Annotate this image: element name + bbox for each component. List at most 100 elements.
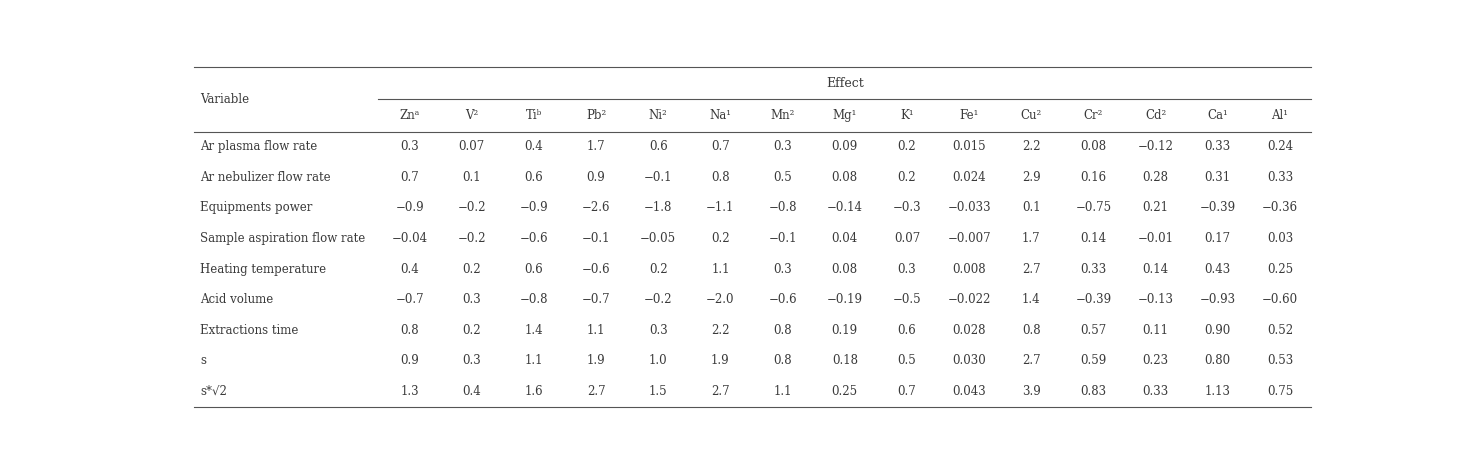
Text: 0.53: 0.53 — [1267, 354, 1293, 367]
Text: Cu²: Cu² — [1021, 109, 1042, 122]
Text: 0.008: 0.008 — [952, 263, 986, 276]
Text: 1.4: 1.4 — [1023, 293, 1040, 306]
Text: −2.0: −2.0 — [707, 293, 734, 306]
Text: 0.11: 0.11 — [1143, 324, 1169, 337]
Text: −0.1: −0.1 — [644, 171, 673, 184]
Text: −0.93: −0.93 — [1200, 293, 1236, 306]
Text: −0.022: −0.022 — [948, 293, 990, 306]
Text: 0.14: 0.14 — [1080, 232, 1106, 245]
Text: −0.13: −0.13 — [1138, 293, 1173, 306]
Text: 0.04: 0.04 — [831, 232, 857, 245]
Text: −0.2: −0.2 — [458, 232, 486, 245]
Text: 0.2: 0.2 — [462, 263, 481, 276]
Text: 0.90: 0.90 — [1204, 324, 1230, 337]
Text: −0.2: −0.2 — [644, 293, 673, 306]
Text: 2.7: 2.7 — [587, 385, 606, 398]
Text: −0.1: −0.1 — [582, 232, 610, 245]
Text: 1.5: 1.5 — [650, 385, 667, 398]
Text: 0.1: 0.1 — [1023, 202, 1040, 214]
Text: 3.9: 3.9 — [1021, 385, 1040, 398]
Text: Znᵃ: Znᵃ — [399, 109, 420, 122]
Text: Heating temperature: Heating temperature — [200, 263, 326, 276]
Text: −0.04: −0.04 — [392, 232, 427, 245]
Text: 0.21: 0.21 — [1143, 202, 1169, 214]
Text: −0.9: −0.9 — [395, 202, 424, 214]
Text: 0.16: 0.16 — [1080, 171, 1106, 184]
Text: 0.59: 0.59 — [1080, 354, 1106, 367]
Text: −0.36: −0.36 — [1263, 202, 1298, 214]
Text: Ca¹: Ca¹ — [1207, 109, 1227, 122]
Text: 2.7: 2.7 — [711, 385, 730, 398]
Text: −0.14: −0.14 — [827, 202, 863, 214]
Text: 0.08: 0.08 — [1080, 140, 1106, 153]
Text: 0.6: 0.6 — [898, 324, 916, 337]
Text: 0.7: 0.7 — [401, 171, 418, 184]
Text: −1.8: −1.8 — [644, 202, 673, 214]
Text: 0.6: 0.6 — [525, 263, 543, 276]
Text: 0.3: 0.3 — [774, 140, 791, 153]
Text: 0.28: 0.28 — [1143, 171, 1169, 184]
Text: 0.7: 0.7 — [711, 140, 730, 153]
Text: K¹: K¹ — [900, 109, 914, 122]
Text: Sample aspiration flow rate: Sample aspiration flow rate — [200, 232, 366, 245]
Text: −1.1: −1.1 — [707, 202, 734, 214]
Text: 0.17: 0.17 — [1204, 232, 1230, 245]
Text: Ni²: Ni² — [650, 109, 667, 122]
Text: 2.7: 2.7 — [1023, 354, 1040, 367]
Text: 0.33: 0.33 — [1204, 140, 1230, 153]
Text: 0.6: 0.6 — [650, 140, 667, 153]
Text: Pb²: Pb² — [587, 109, 606, 122]
Text: 2.2: 2.2 — [1023, 140, 1040, 153]
Text: 0.028: 0.028 — [952, 324, 986, 337]
Text: −0.033: −0.033 — [947, 202, 990, 214]
Text: −0.2: −0.2 — [458, 202, 486, 214]
Text: 0.25: 0.25 — [831, 385, 857, 398]
Text: 0.3: 0.3 — [898, 263, 916, 276]
Text: 1.1: 1.1 — [587, 324, 606, 337]
Text: 0.18: 0.18 — [832, 354, 857, 367]
Text: 0.09: 0.09 — [831, 140, 857, 153]
Text: 1.3: 1.3 — [401, 385, 418, 398]
Text: −0.6: −0.6 — [768, 293, 797, 306]
Text: 0.4: 0.4 — [525, 140, 543, 153]
Text: s*√2: s*√2 — [200, 385, 227, 398]
Text: 0.3: 0.3 — [462, 293, 481, 306]
Text: Effect: Effect — [827, 77, 863, 90]
Text: 0.8: 0.8 — [401, 324, 418, 337]
Text: 0.4: 0.4 — [401, 263, 418, 276]
Text: 0.3: 0.3 — [462, 354, 481, 367]
Text: 0.024: 0.024 — [952, 171, 986, 184]
Text: 0.8: 0.8 — [774, 324, 791, 337]
Text: 0.015: 0.015 — [952, 140, 986, 153]
Text: −0.05: −0.05 — [641, 232, 676, 245]
Text: 0.83: 0.83 — [1080, 385, 1106, 398]
Text: 0.8: 0.8 — [774, 354, 791, 367]
Text: 0.2: 0.2 — [462, 324, 481, 337]
Text: 1.0: 1.0 — [650, 354, 667, 367]
Text: 0.80: 0.80 — [1204, 354, 1230, 367]
Text: 0.2: 0.2 — [898, 171, 916, 184]
Text: −0.8: −0.8 — [768, 202, 797, 214]
Text: 0.3: 0.3 — [774, 263, 791, 276]
Text: −0.1: −0.1 — [768, 232, 797, 245]
Text: s: s — [200, 354, 206, 367]
Text: 1.9: 1.9 — [711, 354, 730, 367]
Text: −0.60: −0.60 — [1263, 293, 1298, 306]
Text: Cr²: Cr² — [1084, 109, 1103, 122]
Text: −0.6: −0.6 — [519, 232, 549, 245]
Text: 1.4: 1.4 — [525, 324, 543, 337]
Text: 0.8: 0.8 — [711, 171, 730, 184]
Text: Tiᵇ: Tiᵇ — [525, 109, 543, 122]
Text: 0.5: 0.5 — [774, 171, 791, 184]
Text: Fe¹: Fe¹ — [960, 109, 979, 122]
Text: −0.3: −0.3 — [892, 202, 922, 214]
Text: Ar plasma flow rate: Ar plasma flow rate — [200, 140, 317, 153]
Text: 0.23: 0.23 — [1143, 354, 1169, 367]
Text: 2.9: 2.9 — [1023, 171, 1040, 184]
Text: Ar nebulizer flow rate: Ar nebulizer flow rate — [200, 171, 331, 184]
Text: 0.25: 0.25 — [1267, 263, 1293, 276]
Text: 0.14: 0.14 — [1143, 263, 1169, 276]
Text: 1.9: 1.9 — [587, 354, 606, 367]
Text: 0.2: 0.2 — [898, 140, 916, 153]
Text: 0.24: 0.24 — [1267, 140, 1293, 153]
